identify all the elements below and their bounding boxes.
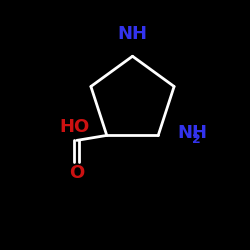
Text: O: O — [69, 164, 84, 182]
Text: HO: HO — [59, 118, 90, 136]
Text: NH: NH — [118, 25, 148, 43]
Text: NH: NH — [177, 124, 207, 142]
Text: 2: 2 — [192, 133, 201, 146]
